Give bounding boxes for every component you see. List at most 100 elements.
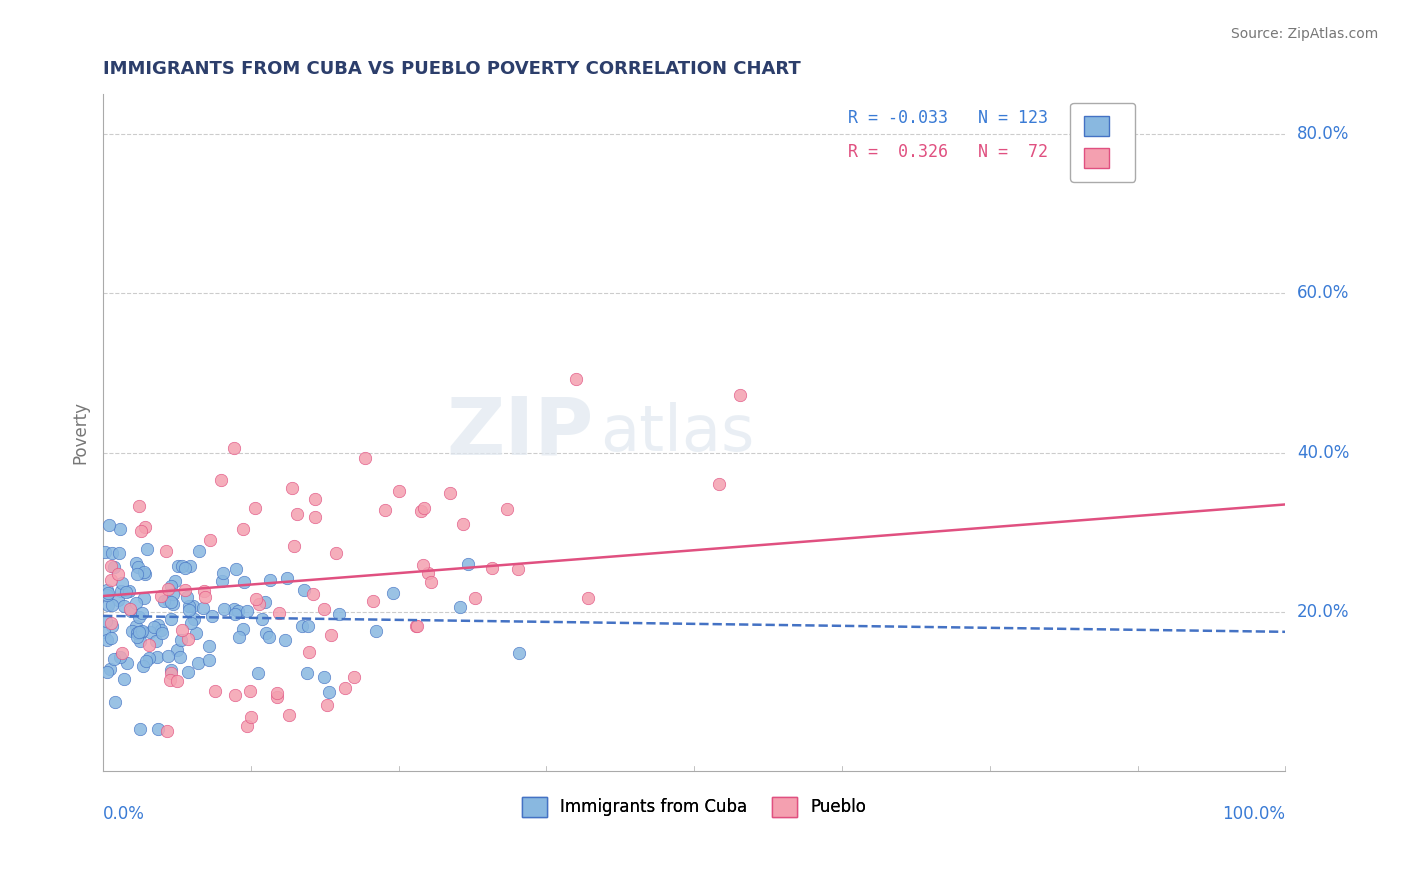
Point (150, 589, 173, 603)
Point (134, 519, 156, 533)
Point (506, 562, 529, 576)
Point (366, 624, 388, 639)
Point (179, 558, 201, 573)
Point (728, 387, 751, 401)
Point (127, 630, 149, 644)
Point (160, 595, 183, 609)
Point (281, 481, 304, 495)
Point (112, 599, 135, 613)
Point (457, 557, 479, 571)
Point (388, 483, 411, 498)
Point (125, 625, 148, 640)
Point (107, 567, 129, 582)
Text: Source: ZipAtlas.com: Source: ZipAtlas.com (1230, 27, 1378, 41)
Point (125, 624, 148, 639)
Point (418, 566, 440, 581)
Point (405, 618, 427, 632)
Point (276, 571, 298, 585)
Point (179, 603, 201, 617)
Point (172, 623, 194, 637)
Point (222, 442, 245, 456)
Point (100, 632, 122, 646)
Point (165, 574, 187, 588)
Point (159, 673, 181, 687)
Point (224, 607, 246, 622)
Point (128, 634, 150, 648)
Point (187, 656, 209, 670)
Point (129, 722, 152, 736)
Point (156, 648, 179, 663)
Point (108, 522, 131, 536)
Point (382, 586, 405, 600)
Point (412, 558, 434, 572)
Point (439, 485, 461, 500)
Point (274, 632, 297, 647)
Point (318, 685, 340, 699)
Point (159, 665, 181, 680)
Point (103, 695, 125, 709)
Point (247, 597, 270, 611)
Point (212, 566, 235, 581)
Point (707, 477, 730, 491)
Point (170, 633, 193, 648)
Point (112, 673, 135, 687)
Point (312, 670, 335, 684)
Point (157, 592, 180, 607)
Point (201, 608, 224, 623)
Point (121, 624, 143, 638)
Legend: Immigrants from Cuba, Pueblo: Immigrants from Cuba, Pueblo (515, 790, 873, 823)
Point (103, 652, 125, 666)
Point (131, 607, 153, 621)
Point (94, 545, 117, 559)
Point (266, 690, 288, 705)
Point (295, 666, 318, 681)
Point (162, 597, 184, 611)
Point (250, 612, 273, 626)
Point (167, 558, 190, 573)
Point (212, 601, 235, 615)
Point (508, 646, 530, 660)
Text: atlas: atlas (600, 401, 754, 464)
Text: 60.0%: 60.0% (1298, 285, 1350, 302)
Point (297, 619, 319, 633)
Point (115, 656, 138, 670)
Point (354, 450, 377, 465)
Point (166, 643, 188, 657)
Point (236, 604, 259, 618)
Point (108, 649, 131, 664)
Point (160, 663, 183, 677)
Point (254, 626, 277, 640)
Point (129, 524, 152, 539)
Point (129, 624, 152, 639)
Point (125, 567, 148, 582)
Point (101, 546, 124, 560)
Point (101, 598, 124, 612)
Point (139, 625, 162, 640)
Point (204, 684, 226, 698)
Point (222, 601, 245, 615)
Point (245, 500, 267, 515)
Text: 0.0%: 0.0% (103, 805, 145, 823)
Point (361, 594, 384, 608)
Point (115, 584, 138, 599)
Point (98, 517, 121, 532)
Point (125, 556, 148, 570)
Point (177, 632, 200, 646)
Point (325, 546, 347, 560)
Point (409, 504, 432, 518)
Point (232, 522, 254, 536)
Point (160, 579, 183, 593)
Point (132, 659, 155, 673)
Point (100, 616, 122, 631)
Point (232, 574, 254, 589)
Point (176, 665, 198, 679)
Point (292, 582, 315, 597)
Text: R = -0.033   N = 123: R = -0.033 N = 123 (848, 109, 1047, 127)
Point (111, 576, 134, 591)
Point (240, 710, 263, 724)
Point (285, 507, 308, 521)
Point (464, 591, 486, 606)
Text: R =  0.326   N =  72: R = 0.326 N = 72 (848, 144, 1047, 161)
Point (298, 645, 321, 659)
Point (101, 619, 124, 633)
